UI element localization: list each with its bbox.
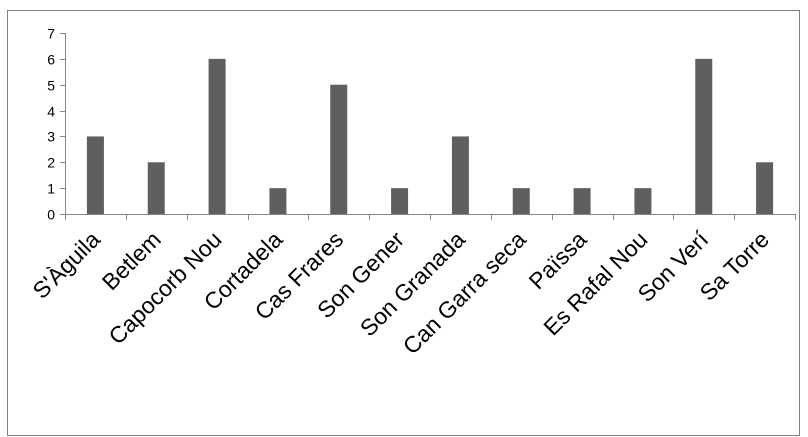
y-tick-label: 7 [47,26,55,42]
chart-border [7,10,800,436]
y-tick-label: 1 [47,181,55,197]
bar [756,162,774,214]
bar [208,58,226,214]
y-tick-label: 4 [47,104,55,120]
bar [634,188,652,214]
bar [147,162,165,214]
bar [695,58,713,214]
y-axis [60,33,66,215]
y-tick-label: 3 [47,129,55,145]
y-tick-label: 5 [47,78,55,94]
y-tick-labels: 0 1 2 3 4 5 6 7 [47,26,55,223]
bar [573,188,591,214]
y-tick-label: 0 [47,207,55,223]
bar [86,136,104,214]
y-tick-label: 6 [47,52,55,68]
bar [269,188,287,214]
y-tick-label: 2 [47,155,55,171]
x-axis [65,214,796,220]
bar [330,84,348,215]
bar [451,136,469,214]
bar [512,188,530,214]
bars [86,58,774,215]
bar [391,188,409,214]
